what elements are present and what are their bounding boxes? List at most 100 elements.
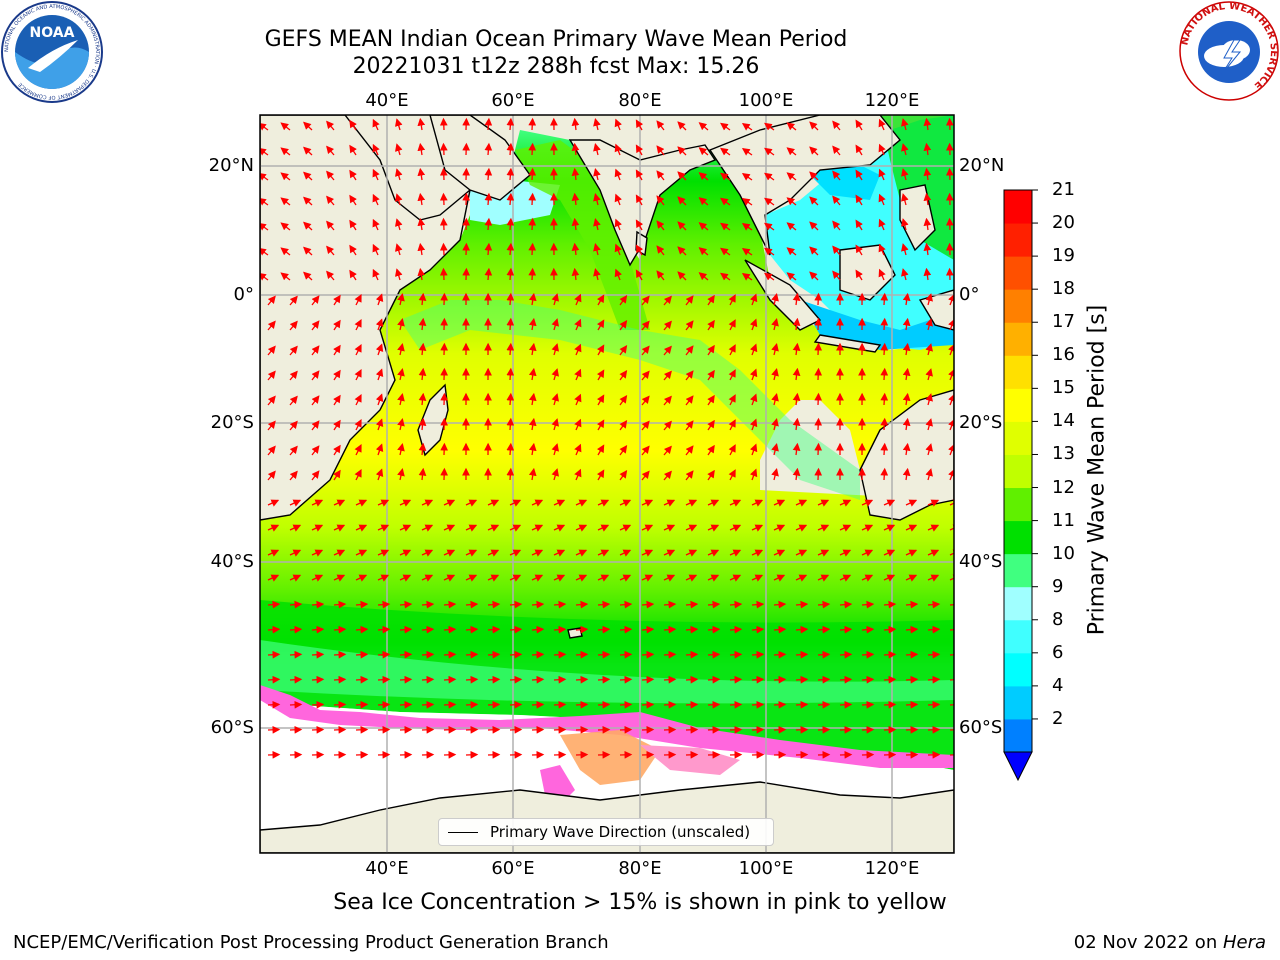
wave-arrow	[553, 650, 567, 659]
wave-arrow	[855, 144, 863, 156]
wave-arrow	[883, 700, 897, 709]
lon-tick-bottom: 40°E	[365, 858, 409, 879]
wave-arrow	[641, 295, 650, 306]
wave-arrow	[372, 118, 380, 131]
wave-arrow	[677, 271, 687, 281]
wave-arrow	[641, 675, 655, 684]
wave-arrow	[593, 243, 601, 256]
wave-arrow	[333, 469, 341, 481]
wave-arrow	[855, 269, 863, 281]
wave-arrow	[619, 549, 632, 557]
wave-arrow	[509, 675, 523, 684]
wave-arrow	[575, 574, 588, 582]
colorbar-label: 13	[1052, 443, 1075, 465]
wave-arrow	[289, 549, 302, 557]
wave-arrow	[443, 524, 456, 532]
wave-arrow	[528, 242, 537, 256]
wave-arrow	[311, 295, 320, 306]
wave-arrow	[861, 600, 875, 609]
wave-arrow	[289, 600, 303, 609]
wave-arrow	[375, 368, 384, 381]
wave-arrow	[741, 122, 753, 131]
wave-arrow	[878, 118, 886, 131]
wave-arrow	[707, 344, 715, 356]
wave-arrow	[349, 169, 357, 181]
wave-arrow	[809, 146, 819, 156]
wave-arrow	[795, 549, 808, 557]
wave-arrow	[417, 117, 426, 131]
wave-arrow	[439, 142, 448, 156]
wave-arrow	[289, 650, 303, 659]
wave-arrow	[641, 420, 650, 431]
wave-arrow	[707, 725, 721, 734]
wave-arrow	[902, 392, 911, 406]
wave-arrow	[771, 393, 779, 406]
wave-arrow	[575, 700, 589, 709]
wave-arrow	[698, 197, 709, 206]
wave-arrow	[311, 600, 325, 609]
wave-arrow	[773, 549, 786, 557]
wave-arrow	[506, 117, 515, 131]
wave-arrow	[528, 467, 537, 481]
wave-arrow	[509, 600, 523, 609]
wave-arrow	[883, 524, 896, 532]
wave-arrow	[377, 650, 391, 659]
wave-arrow	[487, 650, 501, 659]
wave-arrow	[597, 625, 611, 634]
colorbar-swatch	[1004, 685, 1032, 720]
wave-arrow	[814, 317, 823, 331]
wave-arrow	[443, 650, 457, 659]
wave-arrow	[465, 499, 478, 507]
wave-arrow	[289, 574, 302, 582]
wave-arrow	[619, 420, 628, 431]
wave-arrow	[528, 192, 537, 206]
wave-arrow	[326, 195, 335, 206]
wave-arrow	[925, 318, 933, 331]
wave-arrow	[267, 650, 281, 659]
wave-arrow	[509, 725, 523, 734]
wave-arrow	[399, 625, 413, 634]
wave-arrow	[883, 499, 896, 507]
wave-arrow	[267, 549, 280, 557]
colorbar-label: 4	[1052, 674, 1064, 696]
wave-arrow	[685, 320, 694, 331]
lat-tick-left: 20°S	[210, 412, 254, 433]
wave-arrow	[506, 342, 515, 356]
wave-arrow	[878, 168, 886, 181]
wave-arrow	[289, 725, 303, 734]
wave-arrow	[375, 318, 384, 331]
wave-arrow	[925, 468, 933, 481]
colorbar-label: 21	[1052, 179, 1075, 200]
wave-arrow	[465, 574, 478, 582]
wave-arrow	[484, 142, 493, 156]
wave-arrow	[443, 600, 457, 609]
wave-arrow	[707, 524, 720, 532]
wave-arrow	[443, 675, 457, 684]
wave-arrow	[635, 144, 644, 156]
wave-arrow	[663, 370, 672, 381]
wave-arrow	[421, 549, 434, 557]
wave-arrow	[311, 650, 325, 659]
wave-arrow	[574, 393, 582, 406]
wave-arrow	[832, 145, 841, 156]
wave-arrow	[663, 320, 672, 331]
wave-arrow	[861, 549, 874, 557]
wave-arrow	[551, 468, 560, 481]
wave-arrow	[814, 392, 823, 406]
wave-arrow	[553, 524, 566, 532]
wave-arrow	[593, 268, 601, 281]
wave-arrow	[349, 144, 357, 156]
wave-arrow	[553, 549, 566, 557]
wave-arrow	[707, 549, 720, 557]
wave-arrow	[619, 574, 632, 582]
wave-arrow	[375, 393, 384, 406]
wave-arrow	[506, 142, 515, 156]
wave-arrow	[506, 317, 515, 331]
wave-arrow	[839, 549, 852, 557]
wave-arrow	[839, 600, 853, 609]
wave-arrow	[506, 367, 515, 381]
wave-arrow	[817, 650, 831, 659]
wave-arrow	[619, 295, 628, 306]
wave-arrow	[720, 147, 731, 156]
